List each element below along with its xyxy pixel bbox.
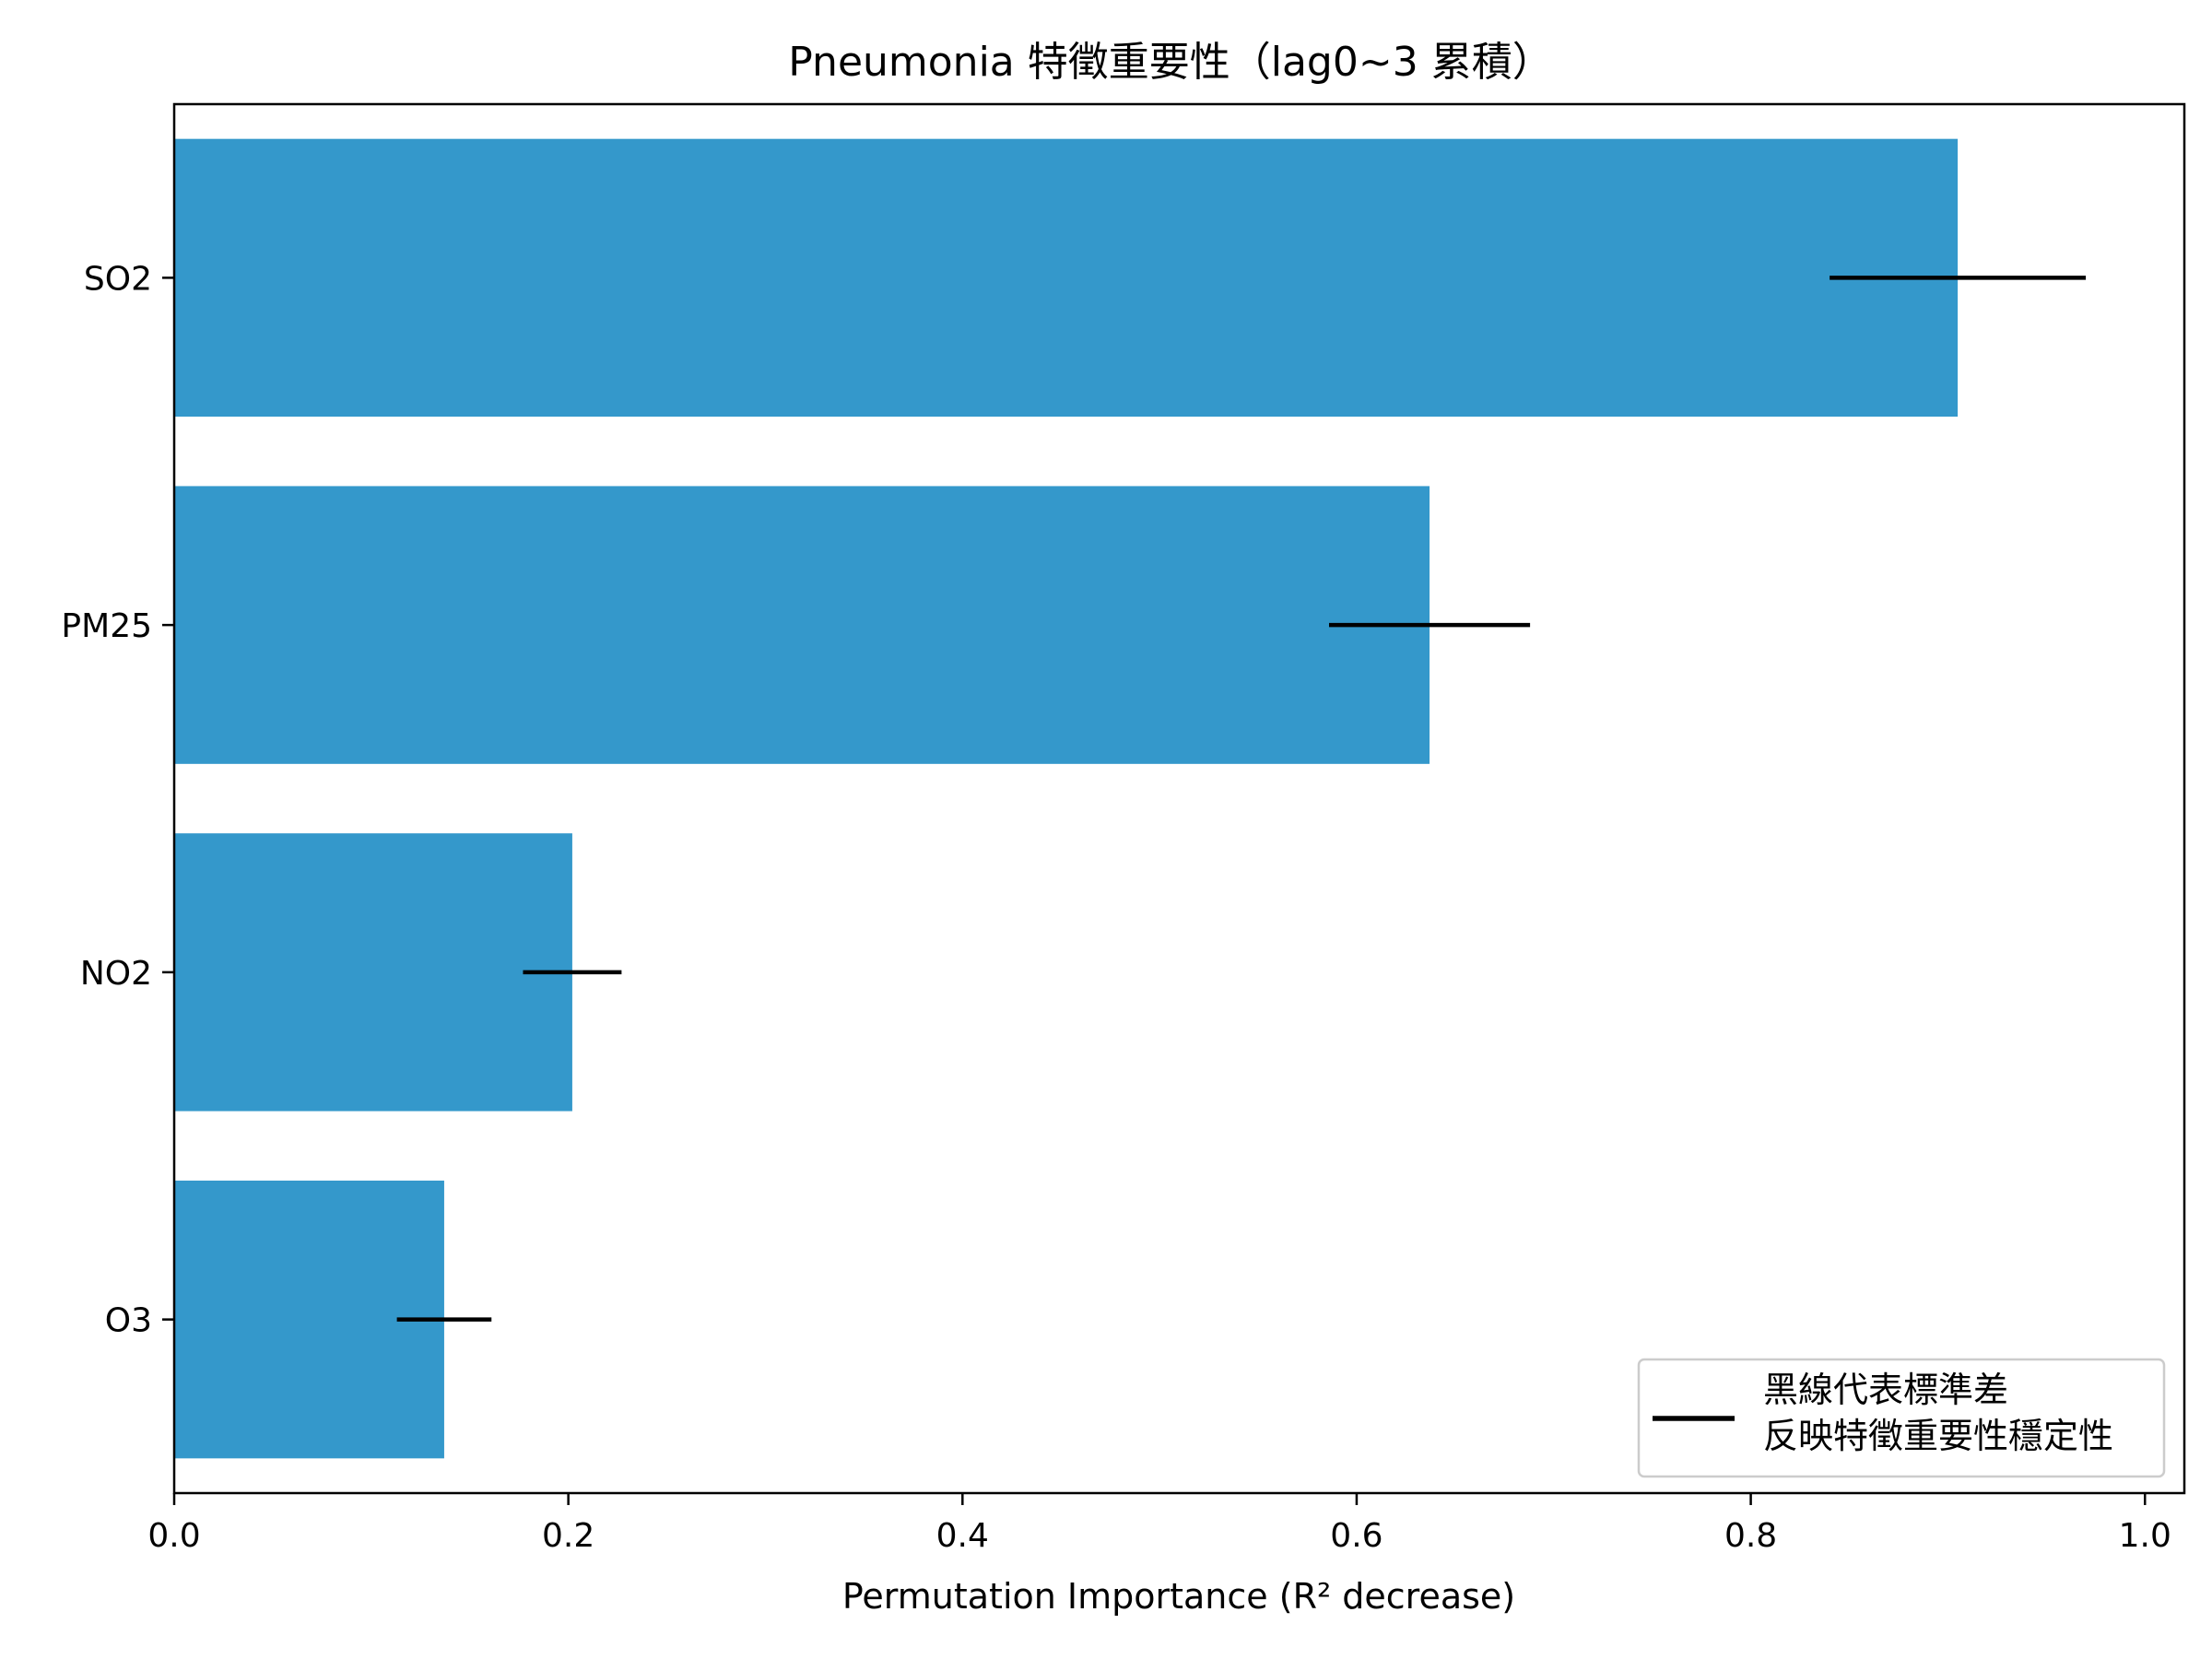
y-axis: SO2 PM25 NO2 O3 — [61, 260, 174, 1340]
x-tick-label-0.6: 0.6 — [1330, 1517, 1382, 1555]
x-tick-label-0.8: 0.8 — [1724, 1517, 1777, 1555]
bar-no2 — [174, 833, 572, 1112]
x-axis-label: Permutation Importance (R² decrease) — [842, 1576, 1515, 1617]
error-bars-layer — [396, 276, 2087, 1322]
x-tick-label-0.4: 0.4 — [936, 1517, 989, 1555]
chart-title: Pneumonia 特徵重要性（lag0~3 累積） — [788, 39, 1552, 86]
y-tick-label-pm25: PM25 — [61, 607, 152, 645]
x-tick-label-1.0: 1.0 — [2119, 1517, 2171, 1555]
legend-box — [1637, 1358, 2166, 1478]
x-tick-label-0.2: 0.2 — [542, 1517, 594, 1555]
y-tick-label-o3: O3 — [105, 1302, 152, 1340]
legend-line-2: 反映特徵重要性穩定性 — [1763, 1416, 2113, 1456]
y-tick-label-so2: SO2 — [84, 260, 152, 298]
y-tick-label-no2: NO2 — [80, 955, 152, 993]
bar-so2 — [174, 138, 1959, 418]
legend-line-1: 黑線代表標準差 — [1763, 1370, 2008, 1410]
bar-pm25 — [174, 486, 1430, 764]
x-axis: 0.0 0.2 0.4 0.6 0.8 1.0 — [147, 1493, 2171, 1555]
legend: 黑線代表標準差 反映特徵重要性穩定性 — [1637, 1358, 2166, 1478]
x-tick-label-0.0: 0.0 — [147, 1517, 200, 1555]
plot-frame — [172, 102, 2186, 1495]
bars-layer — [174, 138, 1959, 1459]
